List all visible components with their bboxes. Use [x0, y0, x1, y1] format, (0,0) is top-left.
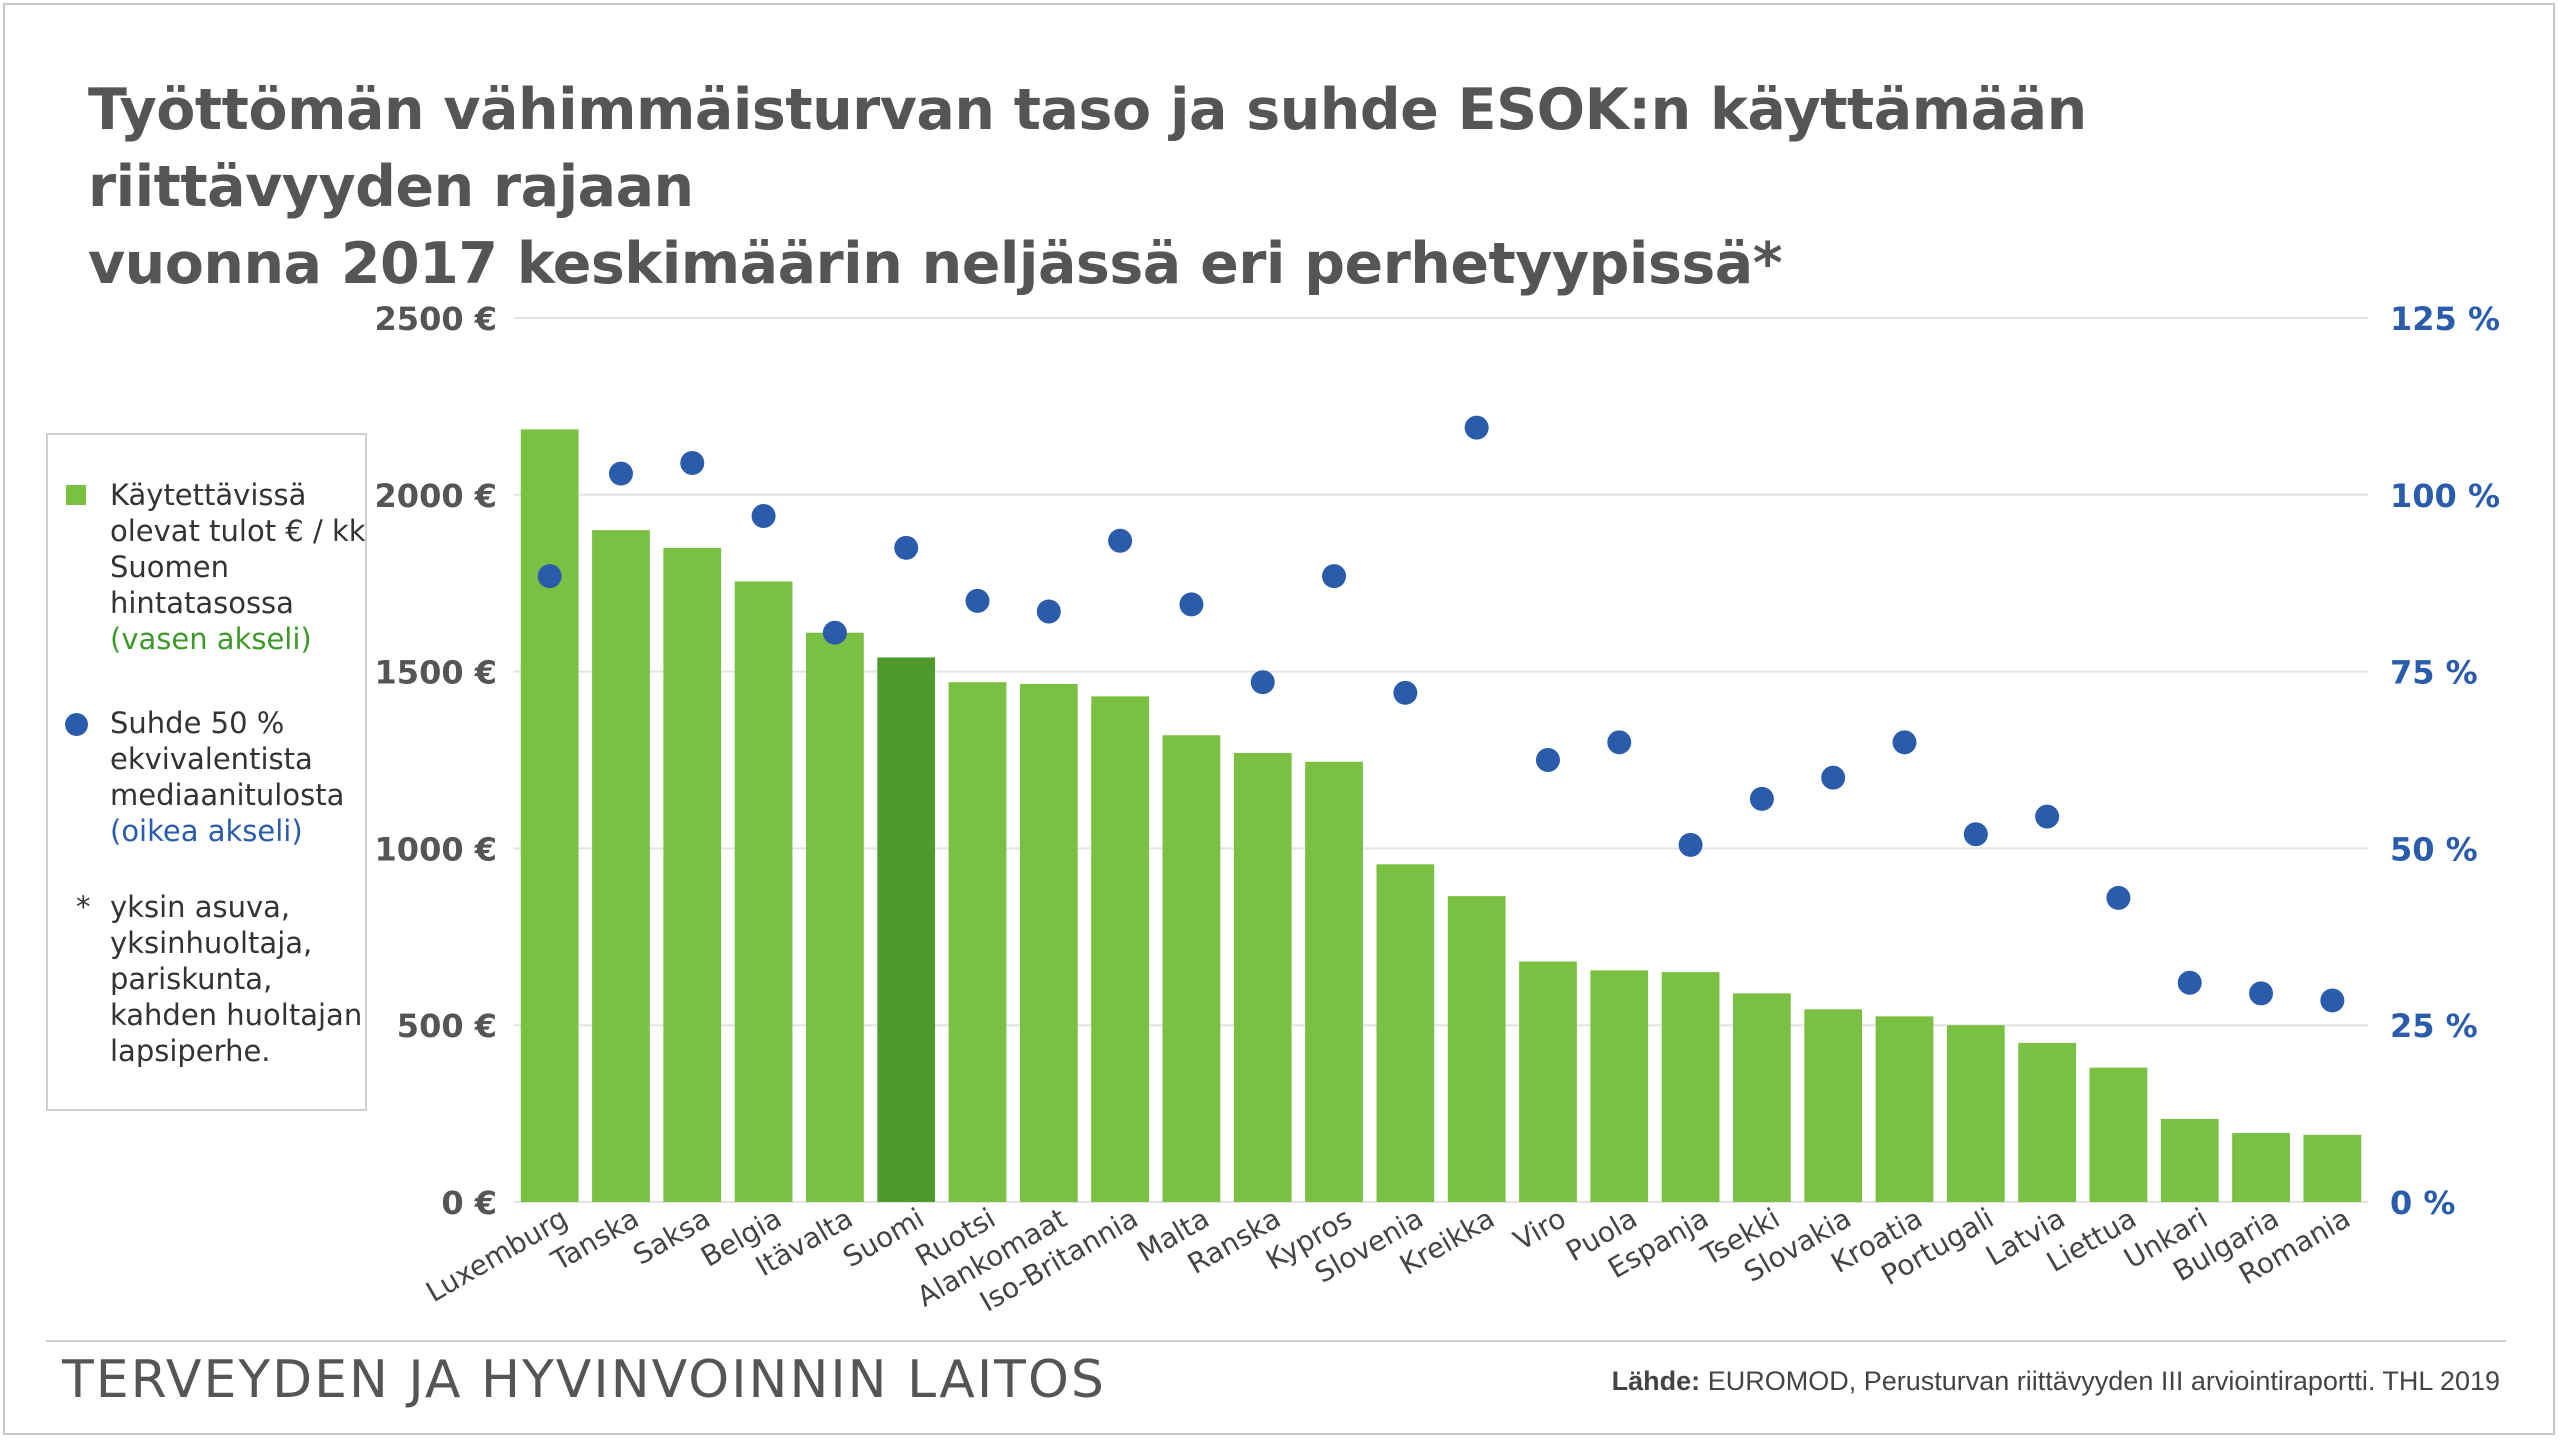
- left-axis-tick-label: 1000 €: [375, 830, 497, 868]
- title-line-1: Työttömän vähimmäisturvan taso ja suhde …: [88, 77, 2087, 220]
- ratio-dot: [1535, 748, 1560, 772]
- bar: [1804, 1009, 1863, 1202]
- bar: [592, 530, 650, 1202]
- right-axis-tick-label: 50 %: [2390, 830, 2478, 868]
- bar: [2089, 1067, 2148, 1202]
- source-note: Lähde: EUROMOD, Perusturvan riittävyyden…: [1612, 1366, 2500, 1397]
- ratio-dot: [1250, 670, 1275, 695]
- bar: [2232, 1133, 2290, 1202]
- right-axis-tick-label: 100 %: [2390, 477, 2500, 515]
- legend-dots-hint: (oikea akseli): [110, 814, 303, 848]
- ratio-dot: [965, 588, 990, 613]
- ratio-dot: [894, 535, 919, 560]
- ratio-dot: [1821, 765, 1846, 790]
- legend-note-text: yksin asuva, yksinhuoltaja, pariskunta, …: [110, 890, 363, 1068]
- right-axis-tick-label: 0 %: [2390, 1184, 2455, 1222]
- title-line-2: vuonna 2017 keskimäärin neljässä eri per…: [88, 231, 1783, 297]
- ratio-dot: [1749, 786, 1774, 811]
- ratio-dot: [1108, 528, 1133, 553]
- ratio-dot: [680, 450, 705, 475]
- source-label: Lähde:: [1611, 1366, 1701, 1396]
- bar: [1376, 864, 1435, 1202]
- chart-title: Työttömän vähimmäisturvan taso ja suhde …: [88, 72, 2488, 303]
- legend-note-mark: *: [76, 890, 91, 924]
- ratio-dot: [537, 564, 562, 589]
- legend-bars-label: Käytettävissä olevat tulot € / kk Suomen…: [110, 478, 366, 620]
- legend-dot-marker: [65, 713, 88, 736]
- bar: [1305, 761, 1363, 1202]
- category-label: Saksa: [627, 1201, 715, 1271]
- footer-divider: [46, 1340, 2506, 1342]
- ratio-dot: [1678, 832, 1703, 857]
- ratio-dot: [1892, 730, 1917, 755]
- ratio-dot: [1464, 415, 1489, 440]
- ratio-dot: [1036, 599, 1061, 624]
- legend-dots-label: Suhde 50 % ekvivalentista mediaanitulost…: [110, 706, 345, 812]
- chart-frame: [3, 3, 2555, 1435]
- ratio-dot: [1179, 592, 1204, 617]
- legend-bars-hint: (vasen akseli): [110, 622, 312, 656]
- ratio-dot: [608, 461, 633, 486]
- bar: [1875, 1016, 1934, 1202]
- legend-bars-entry: Käytettävissä olevat tulot € / kk Suomen…: [110, 477, 366, 657]
- ratio-dot: [2035, 804, 2060, 829]
- bar: [1091, 696, 1149, 1202]
- bar: [2018, 1042, 2076, 1202]
- legend-note: yksin asuva, yksinhuoltaja, pariskunta, …: [110, 889, 366, 1069]
- left-axis-tick-label: 500 €: [397, 1007, 497, 1045]
- bar: [520, 429, 579, 1202]
- ratio-dot: [2320, 988, 2345, 1013]
- ratio-dot: [1393, 680, 1418, 705]
- bar: [948, 682, 1007, 1202]
- bar: [734, 581, 793, 1202]
- left-axis-tick-label: 0 €: [441, 1184, 497, 1222]
- left-axis-tick-label: 2500 €: [375, 300, 497, 338]
- ratio-dot: [2249, 981, 2274, 1006]
- source-text: EUROMOD, Perusturvan riittävyyden III ar…: [1707, 1366, 2500, 1396]
- ratio-dot: [822, 620, 847, 645]
- legend: Käytettävissä olevat tulot € / kk Suomen…: [46, 433, 367, 1111]
- left-axis-tick-label: 1500 €: [375, 654, 497, 692]
- legend-bar-swatch: [66, 485, 86, 505]
- bar: [2160, 1118, 2219, 1202]
- ratio-dot: [2177, 970, 2202, 995]
- bar: [1661, 972, 1720, 1202]
- organization-name: TERVEYDEN JA HYVINVOINNIN LAITOS: [62, 1350, 1106, 1410]
- bar: [1162, 735, 1221, 1202]
- category-label: Suomi: [837, 1201, 929, 1273]
- bar: [1019, 683, 1078, 1202]
- ratio-dot: [2106, 885, 2131, 910]
- legend-dots-entry: Suhde 50 % ekvivalentista mediaanitulost…: [110, 705, 366, 849]
- bar: [1946, 1025, 2005, 1202]
- bar: [1233, 752, 1292, 1202]
- bar: [663, 547, 722, 1202]
- bar: [1519, 961, 1577, 1202]
- left-axis-tick-label: 2000 €: [375, 477, 497, 515]
- ratio-dot: [1607, 730, 1632, 755]
- bar: [1733, 993, 1791, 1202]
- right-axis-tick-label: 75 %: [2390, 654, 2478, 692]
- bar: [806, 632, 864, 1202]
- category-label: Viro: [1508, 1201, 1572, 1257]
- bar: [2303, 1134, 2362, 1202]
- ratio-dot: [1963, 822, 1988, 847]
- bar: [877, 657, 936, 1202]
- right-axis-tick-label: 25 %: [2390, 1007, 2478, 1045]
- right-axis-tick-label: 125 %: [2390, 300, 2500, 338]
- ratio-dot: [751, 504, 776, 529]
- ratio-dot: [1322, 564, 1347, 589]
- bar: [1447, 896, 1506, 1202]
- bar: [1590, 970, 1649, 1202]
